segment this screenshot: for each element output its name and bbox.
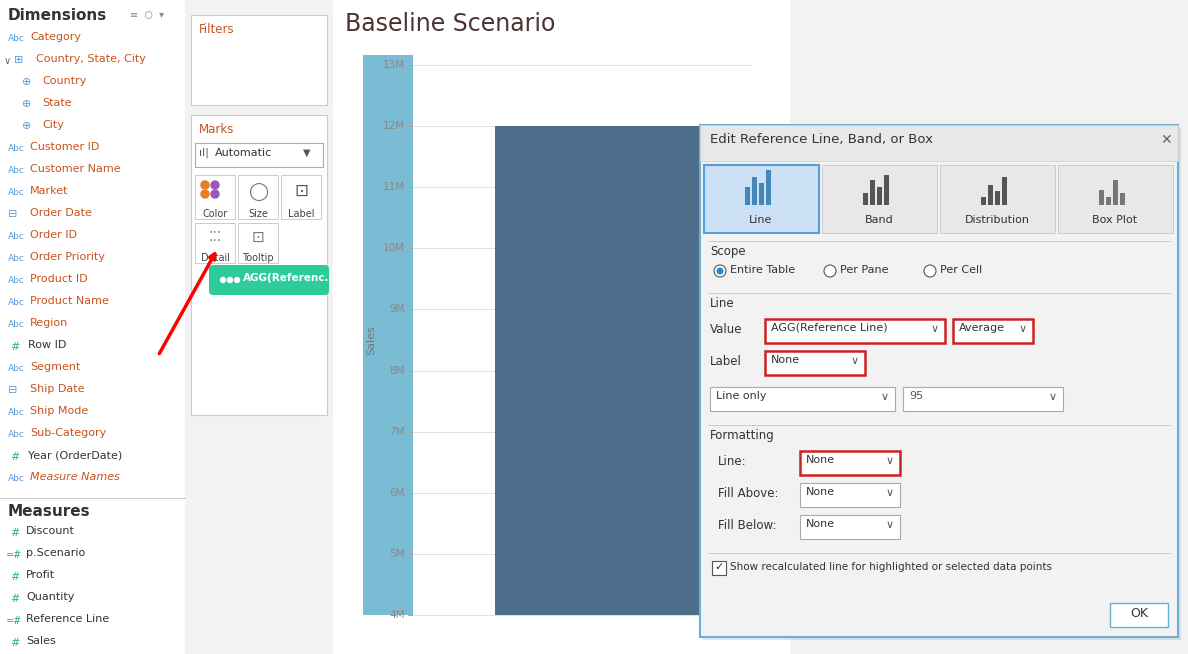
Text: Abc: Abc — [8, 166, 25, 175]
FancyBboxPatch shape — [988, 185, 993, 205]
Text: #: # — [10, 638, 19, 648]
Text: ✓: ✓ — [714, 562, 723, 572]
FancyBboxPatch shape — [766, 170, 771, 205]
Text: ≡  ○  ▾: ≡ ○ ▾ — [129, 10, 164, 20]
Text: Abc: Abc — [8, 430, 25, 439]
Text: Abc: Abc — [8, 364, 25, 373]
Text: Baseline Scenario: Baseline Scenario — [345, 12, 555, 36]
Text: Country: Country — [42, 76, 87, 86]
Text: Category: Category — [30, 32, 81, 42]
FancyBboxPatch shape — [862, 193, 868, 205]
Text: p.Scenario: p.Scenario — [26, 548, 86, 558]
Text: ıl|: ıl| — [200, 147, 209, 158]
Text: Automatic: Automatic — [215, 148, 272, 158]
FancyBboxPatch shape — [759, 183, 764, 205]
FancyBboxPatch shape — [1106, 197, 1111, 205]
FancyBboxPatch shape — [1059, 165, 1173, 233]
FancyBboxPatch shape — [752, 177, 757, 205]
Text: 7M: 7M — [390, 426, 405, 437]
Text: Order ID: Order ID — [30, 230, 77, 240]
Text: Measure Names: Measure Names — [30, 472, 120, 482]
Text: =#: =# — [6, 550, 23, 560]
FancyBboxPatch shape — [884, 175, 889, 205]
Text: Size: Size — [248, 209, 268, 219]
FancyBboxPatch shape — [1099, 190, 1104, 205]
Text: Order Priority: Order Priority — [30, 252, 105, 262]
FancyBboxPatch shape — [364, 55, 413, 615]
Text: 13M: 13M — [383, 60, 405, 70]
FancyBboxPatch shape — [712, 561, 726, 575]
Text: Fill Above:: Fill Above: — [718, 487, 778, 500]
FancyBboxPatch shape — [195, 223, 235, 263]
FancyBboxPatch shape — [1120, 193, 1125, 205]
Text: Fill Below:: Fill Below: — [718, 519, 777, 532]
FancyBboxPatch shape — [800, 515, 901, 539]
Text: #: # — [10, 594, 19, 604]
Text: AGG(Reference Line): AGG(Reference Line) — [771, 323, 887, 333]
Text: #: # — [10, 342, 19, 352]
Text: Profit: Profit — [26, 570, 55, 580]
Text: ⊡: ⊡ — [295, 182, 308, 200]
FancyBboxPatch shape — [996, 191, 1000, 205]
Text: 5M: 5M — [390, 549, 405, 559]
Text: ⊟: ⊟ — [8, 385, 18, 395]
Text: Order Date: Order Date — [30, 208, 91, 218]
Text: Year (OrderDate): Year (OrderDate) — [29, 450, 122, 460]
Circle shape — [824, 265, 836, 277]
Text: Line: Line — [710, 297, 734, 310]
Text: #: # — [10, 528, 19, 538]
Text: Band: Band — [865, 215, 893, 225]
Text: None: None — [805, 519, 835, 529]
Text: ∨: ∨ — [1049, 392, 1057, 402]
FancyBboxPatch shape — [209, 265, 329, 295]
Text: Abc: Abc — [8, 408, 25, 417]
Text: Scope: Scope — [710, 245, 746, 258]
Text: Value: Value — [710, 323, 742, 336]
Text: Abc: Abc — [8, 34, 25, 43]
FancyBboxPatch shape — [940, 165, 1055, 233]
Text: Sub-Category: Sub-Category — [30, 428, 106, 438]
FancyBboxPatch shape — [185, 0, 333, 654]
Text: ◯: ◯ — [248, 183, 268, 201]
Text: 8M: 8M — [390, 366, 405, 375]
Text: #: # — [10, 572, 19, 582]
FancyBboxPatch shape — [282, 175, 321, 219]
FancyBboxPatch shape — [1113, 180, 1118, 205]
Text: ∨: ∨ — [886, 520, 895, 530]
Text: Line only: Line only — [716, 391, 766, 401]
FancyBboxPatch shape — [704, 165, 819, 233]
Text: ▼: ▼ — [303, 148, 310, 158]
Text: ⊕: ⊕ — [23, 121, 31, 131]
Text: Per Pane: Per Pane — [840, 265, 889, 275]
FancyBboxPatch shape — [822, 165, 937, 233]
FancyBboxPatch shape — [877, 187, 881, 205]
FancyBboxPatch shape — [195, 175, 235, 219]
Text: Abc: Abc — [8, 188, 25, 197]
Text: Customer ID: Customer ID — [30, 142, 100, 152]
Text: Filters: Filters — [200, 23, 234, 36]
Text: Abc: Abc — [8, 298, 25, 307]
Text: Measures: Measures — [8, 504, 90, 519]
FancyBboxPatch shape — [1001, 177, 1007, 205]
Text: ∨: ∨ — [881, 392, 889, 402]
Circle shape — [221, 277, 226, 283]
Circle shape — [714, 265, 726, 277]
Text: None: None — [805, 487, 835, 497]
Circle shape — [201, 181, 209, 189]
FancyBboxPatch shape — [745, 187, 750, 205]
Text: Line: Line — [750, 215, 772, 225]
Text: Market: Market — [30, 186, 69, 196]
FancyBboxPatch shape — [700, 125, 1178, 161]
Text: Tooltip: Tooltip — [242, 253, 273, 263]
Text: ⊕: ⊕ — [23, 99, 31, 109]
FancyBboxPatch shape — [765, 351, 865, 375]
Text: Sales: Sales — [26, 636, 56, 646]
FancyBboxPatch shape — [870, 180, 876, 205]
FancyBboxPatch shape — [191, 15, 327, 105]
Text: ⊡: ⊡ — [252, 230, 265, 245]
Text: ∨: ∨ — [886, 456, 895, 466]
FancyBboxPatch shape — [765, 319, 944, 343]
Text: Abc: Abc — [8, 232, 25, 241]
Text: Ship Date: Ship Date — [30, 384, 84, 394]
